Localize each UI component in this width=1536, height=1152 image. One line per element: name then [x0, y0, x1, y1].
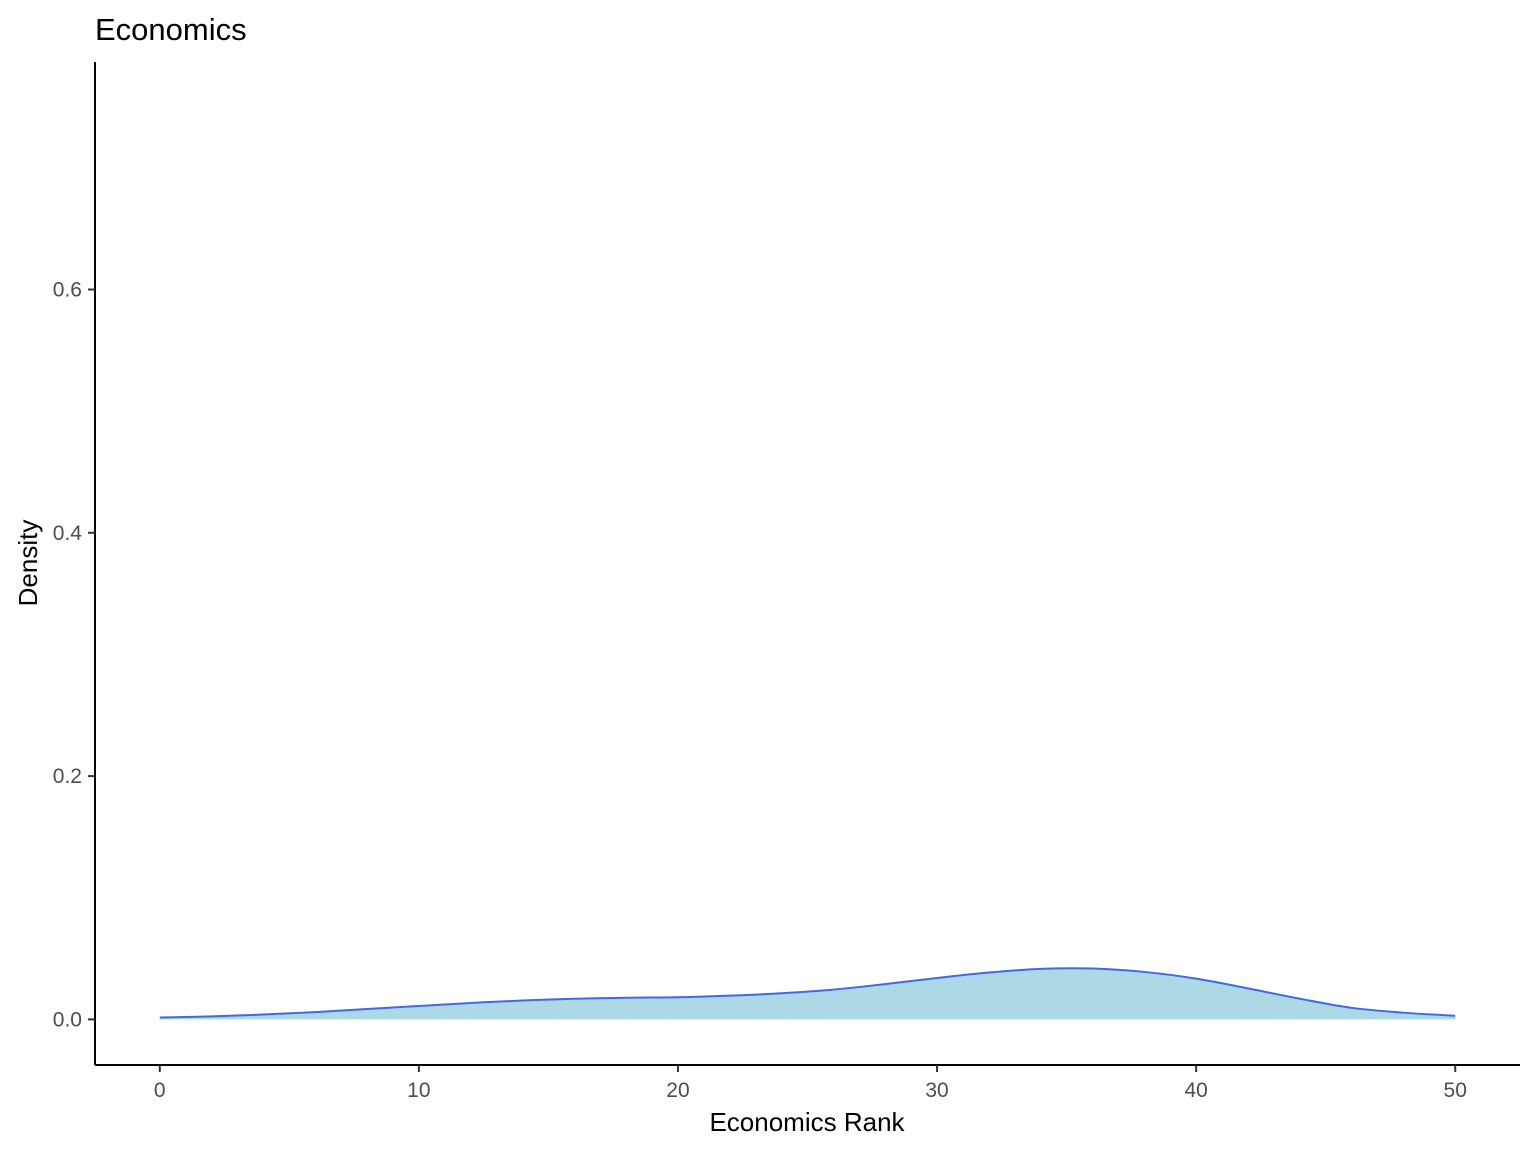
- y-axis-ticks: 0.0 0.2 0.4 0.6: [53, 278, 95, 1031]
- y-axis-title: Density: [13, 520, 43, 607]
- x-tick-label: 10: [407, 1079, 430, 1102]
- y-tick-label: 0.4: [53, 522, 83, 545]
- y-tick-label: 0.6: [53, 278, 82, 301]
- x-axis-title: Economics Rank: [709, 1107, 905, 1137]
- chart-title: Economics: [95, 12, 247, 47]
- x-tick-label: 40: [1184, 1079, 1207, 1102]
- density-curve-line: [159, 967, 1456, 1019]
- y-tick-label: 0.2: [53, 765, 82, 788]
- plot-area: [159, 967, 1456, 1020]
- y-tick-label: 0.0: [53, 1008, 82, 1031]
- x-tick-label: 0: [154, 1079, 166, 1102]
- x-axis-ticks: 0 10 20 30 40 50: [154, 1065, 1467, 1102]
- density-area-fill: [159, 968, 1456, 1020]
- x-tick-label: 30: [925, 1079, 948, 1102]
- x-tick-label: 20: [666, 1079, 689, 1102]
- x-tick-label: 50: [1444, 1079, 1467, 1102]
